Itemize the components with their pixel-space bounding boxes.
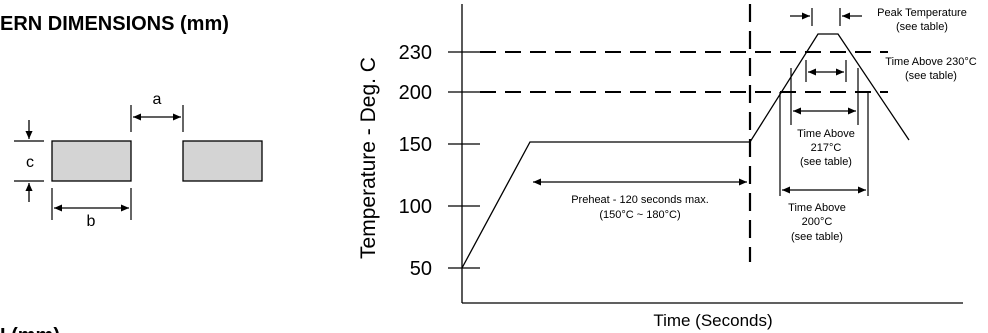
dimension-c: c (14, 120, 44, 202)
y-tick-label: 100 (399, 196, 432, 218)
y-tick-label: 200 (399, 82, 432, 104)
pad-left (51, 140, 132, 182)
time-above-230-indicator (805, 60, 847, 82)
y-tick-label: 50 (410, 258, 432, 280)
time-above-217-label-line3: (see table) (800, 156, 852, 168)
y-tick-100: 100 (399, 196, 480, 218)
dimension-b: b (51, 188, 132, 230)
time-above-217-indicator (790, 68, 859, 125)
reflow-profile-chart: Temperature - Deg. C Time (Seconds) 230 … (357, 4, 977, 330)
dimension-a: a (130, 91, 184, 132)
time-above-217-label-line2: 217°C (811, 142, 842, 154)
time-above-200-label-line3: (see table) (791, 231, 843, 243)
peak-temperature-label-line2: (see table) (896, 21, 948, 33)
y-tick-50: 50 (410, 258, 480, 280)
time-above-200-label-line2: 200°C (802, 216, 833, 228)
preheat-label-line2: (150°C ~ 180°C) (599, 209, 680, 221)
dimension-a-label: a (153, 91, 162, 108)
time-above-217-label-line1: Time Above (797, 128, 855, 140)
peak-temperature-indicator (790, 8, 862, 26)
pad-right (182, 140, 263, 182)
y-tick-230: 230 (399, 42, 480, 64)
dimension-c-label: c (26, 154, 34, 171)
temperature-profile-curve (461, 33, 910, 269)
land-pattern-heading: ERN DIMENSIONS (mm) (0, 13, 229, 35)
time-above-230-label-line2: (see table) (905, 70, 957, 82)
preheat-label-line1: Preheat - 120 seconds max. (571, 194, 709, 206)
peak-temperature-label-line1: Peak Temperature (877, 7, 967, 19)
y-tick-label: 150 (399, 134, 432, 156)
time-above-200-indicator (779, 92, 869, 196)
y-tick-150: 150 (399, 134, 480, 156)
time-above-230-label-line1: Time Above 230°C (885, 56, 976, 68)
dimension-b-label: b (87, 213, 96, 230)
time-above-200-label-line1: Time Above (788, 202, 846, 214)
y-tick-200: 200 (399, 82, 480, 104)
y-axis-label: Temperature - Deg. C (357, 57, 380, 259)
x-axis-label: Time (Seconds) (653, 311, 772, 330)
y-tick-label: 230 (399, 42, 432, 64)
land-pattern-panel: ERN DIMENSIONS (mm) a b c I (mm) (0, 13, 263, 333)
bottom-heading-fragment: I (mm) (0, 325, 60, 333)
